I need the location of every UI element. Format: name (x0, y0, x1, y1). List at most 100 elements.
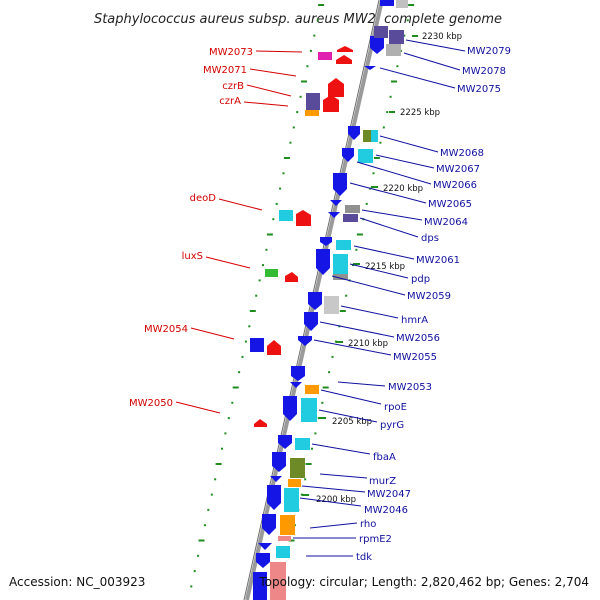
feature-mw2079[interactable] (370, 36, 384, 54)
feature-bottom-blue[interactable] (253, 572, 267, 600)
feature-rho[interactable] (262, 514, 276, 535)
feature-deoD[interactable] (279, 210, 293, 221)
feature-czrB[interactable] (323, 95, 339, 112)
label-fbaA[interactable]: fbaA (373, 452, 396, 463)
label-mw2073[interactable]: MW2073 (209, 47, 253, 58)
label-hmrA[interactable]: hmrA (401, 315, 428, 326)
feature-dps[interactable] (343, 214, 358, 222)
label-mw2078[interactable]: MW2078 (462, 66, 506, 77)
feature-mw2068[interactable] (348, 126, 360, 140)
feature-tdk[interactable] (258, 543, 272, 550)
feature-mw2061-b[interactable] (336, 240, 351, 250)
feature-pdp-c[interactable] (333, 274, 348, 280)
label-czrA[interactable]: czrA (219, 96, 241, 107)
feature-mw2053[interactable] (291, 366, 305, 381)
feature-mw2067[interactable] (342, 148, 354, 162)
feature-mw2059[interactable] (308, 292, 322, 310)
feature-arrow-3[interactable] (328, 78, 344, 97)
label-mw2053[interactable]: MW2053 (388, 382, 432, 393)
feature-mw2065[interactable] (333, 173, 347, 196)
label-mw2056[interactable]: MW2056 (396, 333, 440, 344)
label-rho[interactable]: rho (360, 519, 376, 530)
feature-mw2079-b[interactable] (374, 26, 388, 38)
label-mw2075[interactable]: MW2075 (457, 84, 501, 95)
tick-mark (292, 126, 295, 129)
label-mw2079[interactable]: MW2079 (467, 46, 511, 57)
label-dps[interactable]: dps (421, 233, 439, 244)
feature-mw2046[interactable] (267, 485, 281, 510)
feature-tdk-b[interactable] (276, 546, 290, 558)
feature-tdk-c[interactable] (256, 553, 270, 568)
label-mw2071[interactable]: MW2071 (203, 65, 247, 76)
feature-mw2064-b[interactable] (345, 205, 360, 213)
tick-mark (345, 294, 348, 297)
label-rpmE2[interactable]: rpmE2 (359, 534, 392, 545)
label-mw2046[interactable]: MW2046 (364, 505, 408, 516)
tick-mark (314, 432, 317, 435)
feature-fbaA[interactable] (278, 435, 292, 449)
feature-mw2064[interactable] (330, 200, 342, 206)
feature-arrow-1[interactable] (337, 46, 353, 52)
feature-mw2047-b[interactable] (288, 479, 301, 487)
feature-arrow-luxS[interactable] (285, 272, 298, 282)
label-murZ[interactable]: murZ (369, 476, 396, 487)
label-mw2054[interactable]: MW2054 (144, 324, 188, 335)
feature-top-blue[interactable] (380, 0, 394, 6)
label-mw2059[interactable]: MW2059 (407, 291, 451, 302)
feature-arrow-deoD[interactable] (296, 210, 311, 226)
label-luxS[interactable]: luxS (182, 251, 203, 262)
feature-pyrG-b[interactable] (301, 398, 317, 422)
label-pdp[interactable]: pdp (411, 274, 430, 285)
accession-text: Accession: NC_003923 (9, 575, 145, 589)
feature-mw2054[interactable] (250, 338, 264, 352)
feature-murZ-b[interactable] (290, 458, 305, 478)
feature-murZ[interactable] (272, 452, 286, 472)
label-deoD[interactable]: deoD (190, 193, 217, 204)
feature-mw2050[interactable] (254, 419, 267, 427)
feature-mw2068-b[interactable] (363, 130, 371, 142)
feature-rpmE2[interactable] (278, 536, 291, 541)
feature-mw2068-c[interactable] (371, 130, 378, 142)
feature-arrow-mw2054[interactable] (267, 340, 281, 355)
feature-pyrG[interactable] (283, 396, 297, 421)
feature-rpoE[interactable] (305, 385, 319, 394)
label-mw2066[interactable]: MW2066 (433, 180, 477, 191)
feature-mw2046-b[interactable] (284, 488, 299, 512)
feature-fbaA-b[interactable] (295, 438, 310, 450)
feature-luxS[interactable] (265, 269, 278, 277)
feature-pdp-b[interactable] (333, 254, 348, 274)
feature-pdp[interactable] (316, 249, 330, 275)
label-rpoE[interactable]: rpoE (384, 402, 407, 413)
feature-mw2047[interactable] (270, 476, 282, 482)
feature-rho-b[interactable] (280, 515, 295, 535)
label-mw2047[interactable]: MW2047 (367, 489, 411, 500)
label-mw2050[interactable]: MW2050 (129, 398, 173, 409)
feature-mw2061[interactable] (320, 237, 332, 246)
feature-mw2078-b[interactable] (386, 44, 401, 56)
feature-mw2056[interactable] (298, 336, 312, 346)
feature-czrA-b[interactable] (305, 110, 319, 116)
label-pyrG[interactable]: pyrG (380, 420, 404, 431)
label-czrB[interactable]: czrB (222, 81, 244, 92)
label-mw2061[interactable]: MW2061 (416, 255, 460, 266)
feature-mw2078[interactable] (389, 30, 404, 44)
label-tdk[interactable]: tdk (356, 552, 372, 563)
feature-mw2059-b[interactable] (324, 296, 339, 314)
feature-bottom-pink[interactable] (270, 562, 286, 600)
feature-czrA[interactable] (306, 93, 320, 110)
label-mw2067[interactable]: MW2067 (436, 164, 480, 175)
label-mw2065[interactable]: MW2065 (428, 199, 472, 210)
feature-mw2067-b[interactable] (358, 149, 373, 163)
map-title: Staphylococcus aureus subsp. aureus MW2,… (94, 12, 502, 27)
feature-arrow-2[interactable] (336, 55, 352, 64)
label-mw2068[interactable]: MW2068 (440, 148, 484, 159)
feature-top-gray[interactable] (396, 0, 408, 8)
tick-mark (197, 554, 200, 557)
feature-mw2053-b[interactable] (290, 382, 302, 388)
feature-mw2073[interactable] (318, 52, 332, 60)
label-mw2055[interactable]: MW2055 (393, 352, 437, 363)
feature-mw2075[interactable] (364, 66, 376, 70)
label-mw2064[interactable]: MW2064 (424, 217, 468, 228)
feature-dps-b[interactable] (328, 212, 340, 218)
feature-hmrA[interactable] (304, 312, 318, 331)
